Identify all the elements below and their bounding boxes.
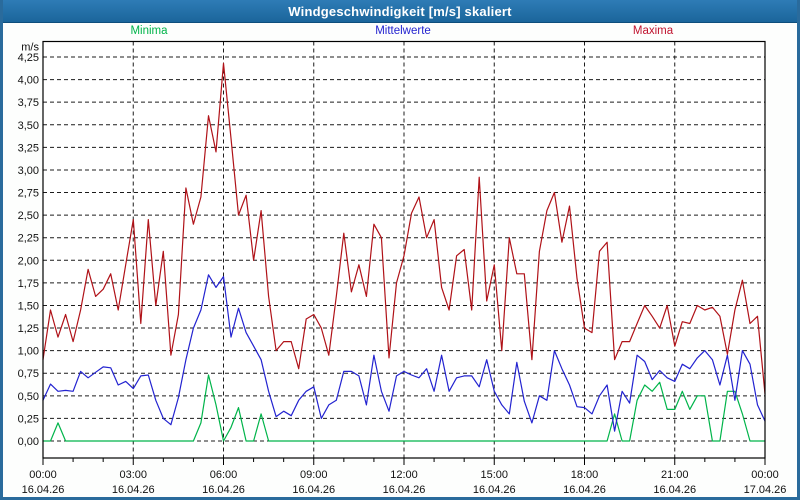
y-tick-label: 4,00 — [18, 75, 39, 87]
series-lines — [42, 62, 766, 442]
window-title: Windgeschwindigkeit [m/s] skaliert — [288, 3, 512, 19]
series-minima-line — [42, 374, 766, 442]
window-titlebar[interactable]: Windgeschwindigkeit [m/s] skaliert — [3, 0, 797, 23]
y-tick-label: 1,25 — [18, 323, 39, 335]
x-tick-date: 17.04.26 — [744, 484, 787, 496]
x-tick-time: 12:00 — [390, 469, 418, 481]
y-tick-label: 0,50 — [18, 391, 39, 403]
legend-mittelwerte: Mittelwerte — [375, 25, 431, 37]
chart-svg: 0,00 0,25 0,50 0,75 1,00 1,25 1,50 1,75 2,00 2,25… — [18, 40, 787, 497]
x-tick-date: 16.04.26 — [563, 484, 606, 496]
y-tick-label: 1,50 — [18, 300, 39, 312]
x-tick-time: 03:00 — [119, 469, 147, 481]
chart-legend: Minima Mittelwerte Maxima — [3, 25, 797, 39]
y-tick-label: 0,75 — [18, 368, 39, 380]
series-mittelwerte-line — [42, 274, 766, 432]
y-tick-label: 3,25 — [18, 142, 39, 154]
x-tick-date: 16.04.26 — [112, 484, 155, 496]
x-tick-time: 00:00 — [29, 469, 57, 481]
x-tick-time: 15:00 — [480, 469, 508, 481]
x-tick-time: 00:00 — [751, 469, 779, 481]
y-tick-label: 3,50 — [18, 120, 39, 132]
y-tick-label: 2,50 — [18, 210, 39, 222]
y-tick-label: 3,75 — [18, 97, 39, 109]
x-tick-date: 16.04.26 — [292, 484, 335, 496]
y-tick-label: 2,25 — [18, 233, 39, 245]
x-tick-time: 06:00 — [210, 469, 238, 481]
y-tick-label: 4,25 — [18, 52, 39, 64]
y-tick-label: 1,00 — [18, 346, 39, 358]
legend-minima: Minima — [130, 25, 168, 37]
x-tick-date: 16.04.26 — [383, 484, 426, 496]
x-axis-ticks — [42, 458, 766, 465]
series-maxima-line — [42, 62, 766, 395]
x-tick-date: 16.04.26 — [202, 484, 245, 496]
x-tick-date: 16.04.26 — [653, 484, 696, 496]
y-tick-label: 2,75 — [18, 188, 39, 200]
x-tick-time: 09:00 — [300, 469, 328, 481]
y-axis-unit: m/s — [21, 42, 39, 54]
x-tick-date: 16.04.26 — [22, 484, 65, 496]
axis-labels: 0,00 0,25 0,50 0,75 1,00 1,25 1,50 1,75 2,00 2,25… — [18, 42, 787, 497]
legend-maxima: Maxima — [632, 25, 674, 37]
x-tick-time: 18:00 — [571, 469, 599, 481]
y-tick-label: 3,00 — [18, 165, 39, 177]
x-tick-date: 16.04.26 — [473, 484, 516, 496]
plot-area — [43, 41, 765, 458]
y-tick-label: 1,75 — [18, 278, 39, 290]
y-tick-label: 0,00 — [18, 436, 39, 448]
x-tick-time: 21:00 — [661, 469, 689, 481]
y-tick-label: 0,25 — [18, 413, 39, 425]
y-tick-label: 2,00 — [18, 255, 39, 267]
